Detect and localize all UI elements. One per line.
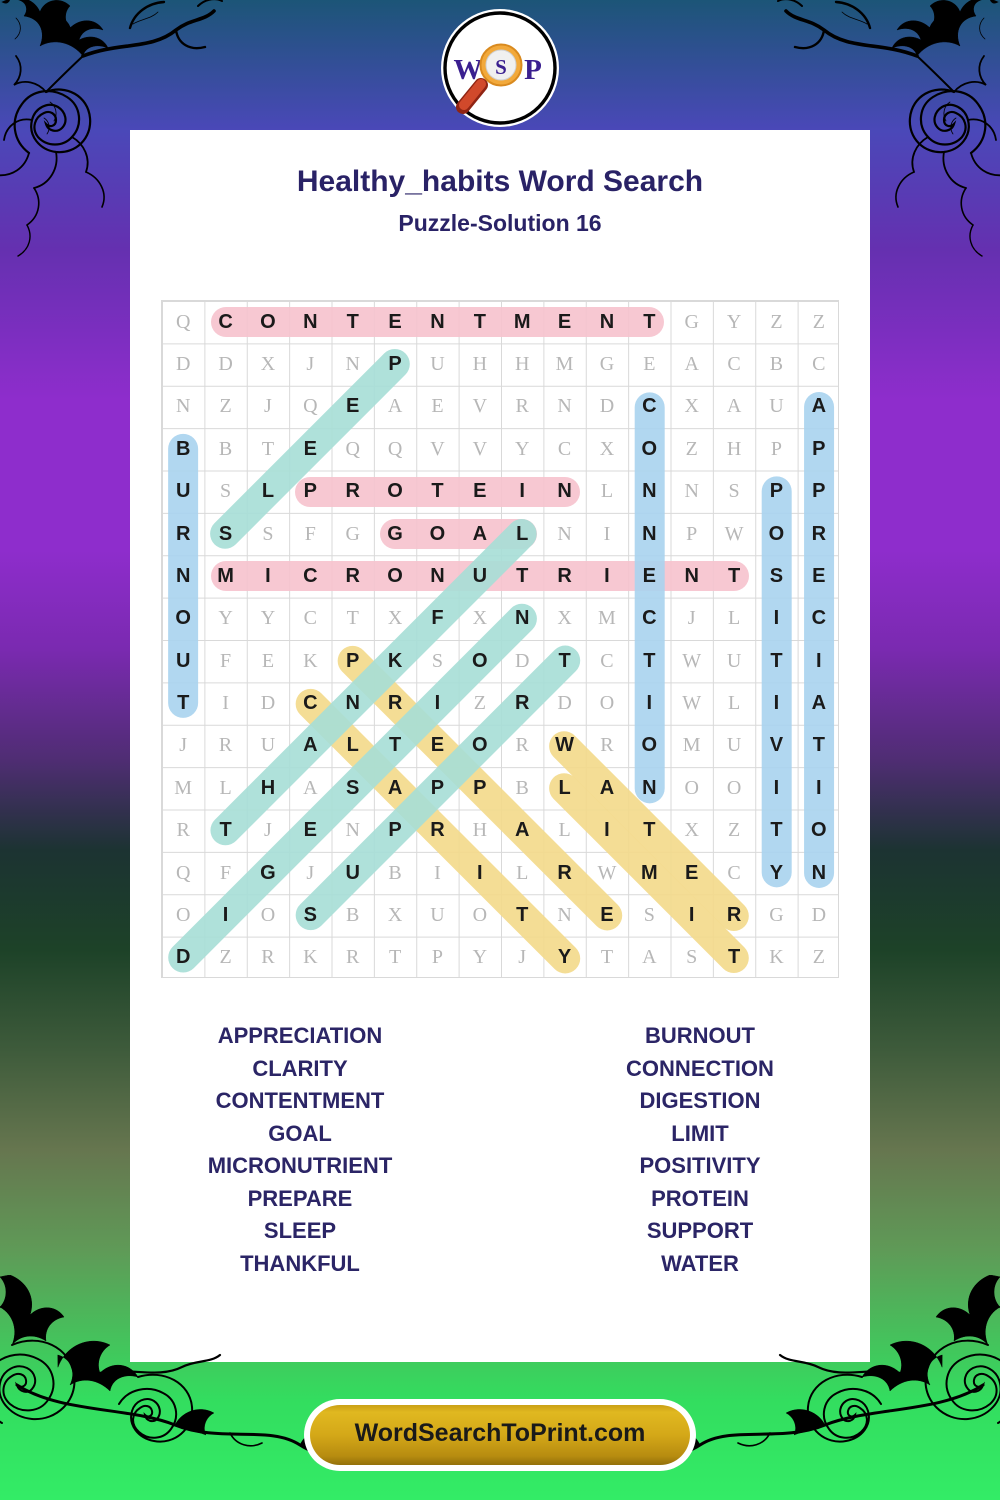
svg-text:P: P (524, 54, 542, 86)
svg-text:S: S (495, 55, 507, 79)
svg-text:WordSearchToPrint.com: WordSearchToPrint.com (355, 1419, 646, 1447)
